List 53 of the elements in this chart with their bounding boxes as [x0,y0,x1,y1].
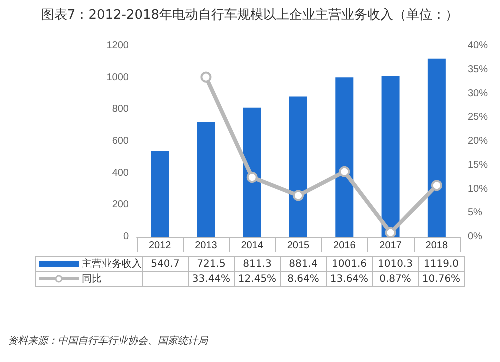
bar [290,96,308,237]
y2-tick-label: 40% [468,40,488,52]
data-label: 1001.6 [326,256,372,272]
data-label: 721.5 [188,256,234,272]
point [200,72,212,83]
x-tick-label: 2014 [241,240,264,252]
data-label: 12.45% [234,272,280,286]
data-label: 10.76% [418,272,464,286]
y2-tick-label: 30% [468,88,488,100]
y2-tick-label: 0% [468,232,483,242]
data-label: 1119.0 [418,256,464,272]
point [339,166,350,178]
x-tick-label: 2018 [426,240,448,252]
point [246,172,258,184]
bar [428,58,446,237]
data-label: 881.4 [280,256,326,272]
point [385,227,396,238]
bar [336,78,354,237]
data-label: 540.7 [142,256,188,272]
legend-label: 主营业务收入 [36,256,142,272]
chart-title: 图表7：2012-2018年电动自行车规模以上企业主营业务收入（单位：） [40,7,460,24]
x-tick-label: 2013 [195,240,218,252]
y2-tick-label: 35% [468,64,488,76]
x-tick-label: 2012 [148,240,172,252]
y-tick-label: 0 [123,232,130,242]
bar [197,122,216,237]
y-tick-label: 600 [112,136,130,147]
y2-tick-label: 25% [468,112,488,124]
point [293,190,304,202]
y-tick-label: 800 [112,104,130,116]
bar [243,108,262,237]
data-label: 0.87% [372,272,418,286]
y2-tick-label: 10% [468,184,488,195]
bar [151,150,170,237]
data-label: 8.64% [280,272,326,286]
y-tick-label: 1000 [106,72,130,84]
data-label: 1010.3 [372,256,418,272]
y-tick-label: 200 [112,200,130,211]
x-tick-label: 2016 [334,240,356,252]
y2-tick-label: 20% [468,136,488,147]
point [431,180,442,192]
bar [382,76,400,237]
data-label: 33.44% [188,272,234,286]
y2-tick-label: 15% [468,160,488,171]
x-tick-label: 2017 [380,240,402,252]
y-tick-label: 1200 [106,40,130,52]
legend-label: 同比 [36,272,142,286]
data-label: 811.3 [234,256,280,272]
y-tick-label: 400 [112,168,130,179]
y2-tick-label: 5% [468,208,483,219]
data-label: 13.64% [326,272,372,286]
x-tick-label: 2015 [287,240,310,252]
text: 资料来源：中国自行车行业协会、国家统计局 [8,334,208,348]
